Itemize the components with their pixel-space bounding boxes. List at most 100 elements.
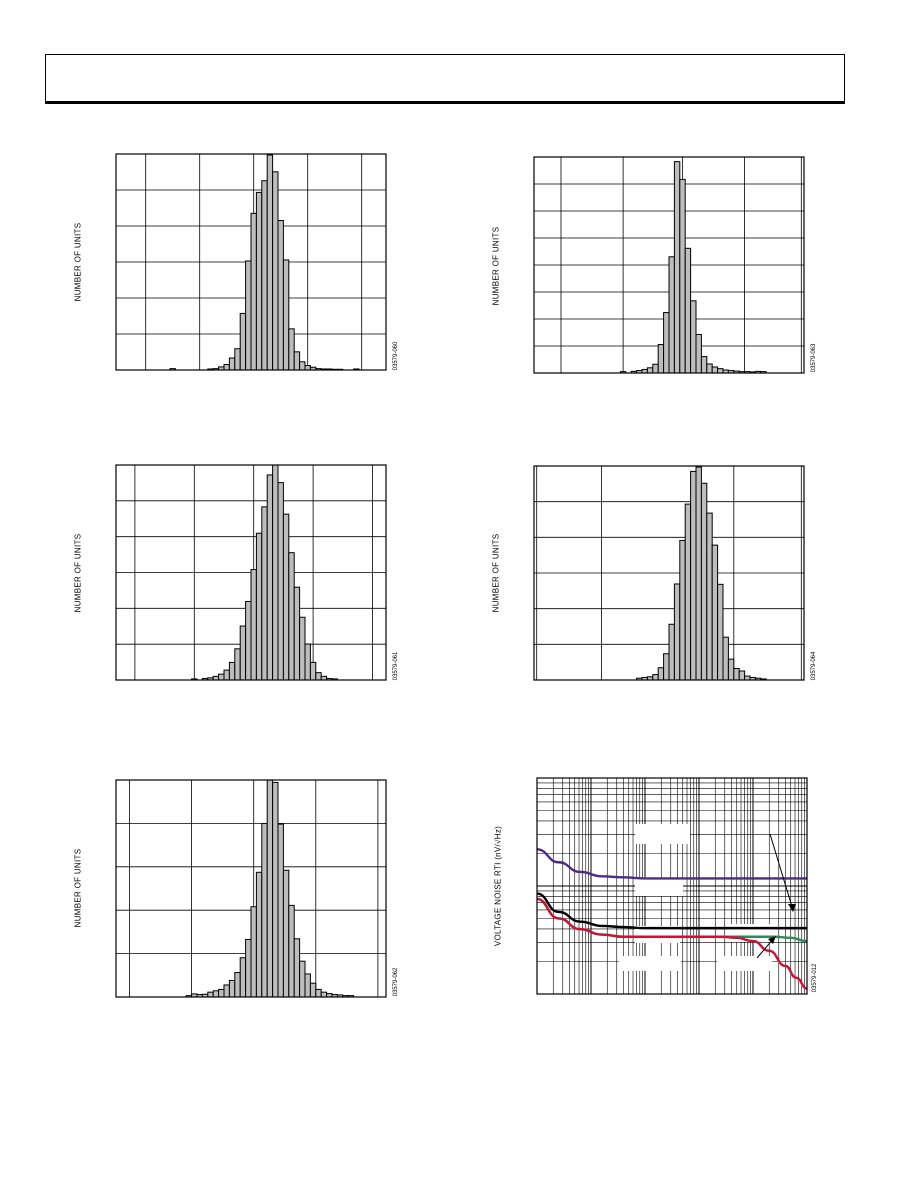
histogram-panel-3 bbox=[115, 779, 387, 998]
y-axis-label-1: NUMBER OF UNITS bbox=[73, 222, 83, 302]
histogram-bar bbox=[657, 667, 665, 681]
histogram-bar bbox=[293, 586, 301, 681]
histogram-bar bbox=[711, 366, 719, 374]
histogram-bar bbox=[690, 470, 697, 681]
histogram-bar bbox=[738, 670, 746, 681]
histogram-bar bbox=[261, 822, 268, 998]
figure-code-5: 03579-064 bbox=[811, 651, 817, 681]
histogram-bar bbox=[277, 220, 284, 371]
histogram-bar bbox=[288, 328, 295, 371]
histogram-bar bbox=[668, 256, 675, 374]
noise-plot-panel bbox=[536, 777, 808, 995]
histogram-bar bbox=[657, 344, 665, 374]
histogram-bar bbox=[304, 365, 311, 371]
y-axis-label-3: NUMBER OF UNITS bbox=[73, 848, 83, 928]
histogram-bar bbox=[700, 356, 708, 374]
figure-code-3: 03579-062 bbox=[393, 967, 399, 997]
noise-figure-code: 03579-012 bbox=[812, 963, 818, 993]
histogram-bar bbox=[218, 673, 225, 681]
histogram-bar bbox=[673, 161, 681, 374]
noise-series-line bbox=[536, 897, 808, 990]
histogram-bar bbox=[684, 247, 692, 374]
histogram-bar bbox=[652, 363, 659, 374]
histogram-bar bbox=[668, 623, 675, 681]
annotation-blank bbox=[717, 956, 772, 971]
histogram-bar bbox=[250, 569, 257, 681]
histogram-bar bbox=[673, 583, 681, 681]
histogram-bar bbox=[282, 259, 290, 371]
histogram-bar bbox=[245, 938, 252, 998]
histogram-bar bbox=[717, 583, 724, 681]
histogram-5-svg bbox=[533, 465, 805, 681]
plot-frame bbox=[533, 156, 805, 374]
histogram-bar bbox=[299, 960, 306, 998]
histogram-bar bbox=[261, 180, 268, 371]
histogram-bar bbox=[277, 482, 284, 681]
histogram-bar bbox=[255, 871, 263, 998]
annotation-blank bbox=[635, 824, 690, 844]
histogram-bar bbox=[727, 658, 735, 681]
histogram-bar bbox=[663, 653, 670, 681]
histogram-bar bbox=[245, 600, 252, 681]
histogram-bar bbox=[266, 474, 274, 681]
histogram-bar bbox=[299, 361, 306, 371]
histogram-bar bbox=[690, 300, 697, 374]
histogram-bar bbox=[309, 982, 317, 998]
plot-frame bbox=[115, 153, 387, 371]
histogram-bar bbox=[255, 191, 263, 371]
histogram-bar bbox=[706, 363, 713, 374]
histogram-bar bbox=[679, 539, 686, 681]
figure-code-2: 03579-061 bbox=[393, 651, 399, 681]
histogram-bar bbox=[218, 988, 225, 998]
histogram-bar bbox=[733, 667, 740, 681]
histogram-panel-2 bbox=[115, 464, 387, 681]
histogram-bar bbox=[234, 348, 241, 371]
histogram-bar bbox=[272, 781, 279, 998]
histogram-bar bbox=[717, 368, 724, 374]
y-axis-label-2: NUMBER OF UNITS bbox=[73, 533, 83, 613]
histogram-bar bbox=[272, 464, 279, 681]
histogram-bar bbox=[239, 625, 247, 681]
y-axis-label-4: NUMBER OF UNITS bbox=[491, 226, 501, 306]
plot-frame bbox=[115, 779, 387, 998]
histogram-1-svg bbox=[115, 153, 387, 371]
plot-frame bbox=[536, 777, 808, 995]
annotation-blank bbox=[619, 956, 681, 971]
noise-y-axis-label: VOLTAGE NOISE RTI (nV/√Hz) bbox=[493, 825, 503, 947]
noise-series-line bbox=[536, 892, 807, 930]
histogram-bar bbox=[223, 669, 230, 681]
annotation-blank bbox=[635, 926, 680, 943]
histogram-bar bbox=[288, 904, 295, 998]
page-header-box bbox=[45, 54, 845, 103]
histogram-bar bbox=[228, 979, 236, 998]
histogram-3-svg bbox=[115, 779, 387, 998]
histogram-bar bbox=[293, 938, 301, 998]
histogram-bar bbox=[261, 506, 268, 681]
histogram-bar bbox=[695, 466, 702, 681]
histogram-bar bbox=[663, 312, 670, 374]
histogram-bar bbox=[700, 482, 708, 681]
histogram-panel-5 bbox=[533, 465, 805, 681]
histogram-bar bbox=[228, 357, 236, 371]
histogram-bar bbox=[679, 178, 686, 374]
histogram-panel-1 bbox=[115, 153, 387, 371]
plot-frame bbox=[115, 464, 387, 681]
histogram-bar bbox=[223, 984, 230, 998]
histogram-bar bbox=[288, 552, 295, 681]
histogram-bar bbox=[320, 991, 328, 998]
histogram-bar bbox=[234, 972, 241, 998]
noise-series-line bbox=[536, 848, 807, 880]
histogram-bar bbox=[250, 212, 257, 371]
figure-code-4: 03579-063 bbox=[811, 343, 817, 373]
histogram-bar bbox=[722, 636, 729, 681]
histogram-bar bbox=[272, 171, 279, 371]
histogram-bar bbox=[309, 661, 317, 681]
histogram-bar bbox=[234, 648, 241, 681]
histogram-bar bbox=[250, 906, 257, 998]
histogram-bar bbox=[223, 364, 230, 371]
histogram-2-svg bbox=[115, 464, 387, 681]
annotation-blank bbox=[635, 878, 683, 896]
histogram-bar bbox=[293, 351, 301, 371]
histogram-bar bbox=[695, 333, 702, 374]
histogram-bar bbox=[282, 869, 290, 998]
